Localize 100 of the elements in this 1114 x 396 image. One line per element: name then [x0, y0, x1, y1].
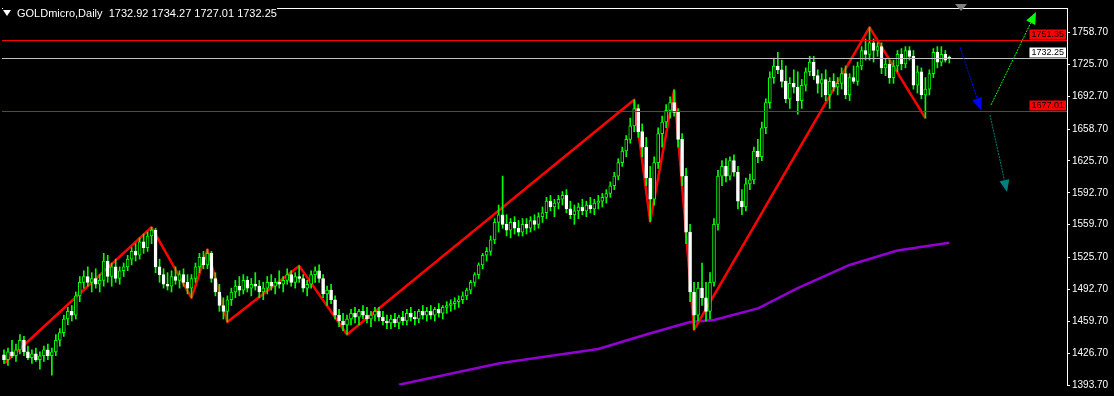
candlestick [672, 89, 676, 117]
candlestick [460, 291, 465, 304]
candlestick [113, 258, 118, 283]
ref-line-label: 1751.35 [1031, 28, 1065, 39]
candlestick [819, 73, 824, 98]
y-tick-label: 1725.70 [1072, 58, 1109, 70]
candlestick [428, 305, 433, 320]
candlestick [373, 307, 377, 322]
candlestick [22, 336, 26, 357]
candlestick [289, 270, 294, 287]
candlestick [436, 303, 441, 318]
candlestick [357, 309, 361, 326]
candlestick [405, 309, 409, 326]
candlestick [716, 169, 720, 231]
y-tick-label: 1492.70 [1072, 283, 1109, 295]
candlestick [684, 168, 688, 245]
candlestick [676, 108, 680, 148]
candlestick [704, 281, 708, 322]
candlestick [93, 268, 98, 289]
candlestick [668, 96, 672, 119]
candlestick [688, 224, 692, 302]
candlestick [109, 262, 114, 287]
y-tick-label: 1426.70 [1072, 346, 1109, 358]
candlestick [265, 276, 270, 295]
y-tick-label: 1459.70 [1072, 315, 1109, 326]
candlestick [756, 139, 760, 163]
candlestick [752, 146, 756, 185]
candlestick [337, 309, 341, 328]
candlestick [692, 281, 696, 330]
candlestick [393, 312, 397, 328]
candlestick [369, 310, 373, 328]
candlestick [377, 307, 381, 322]
candlestick [325, 285, 329, 306]
candlestick [420, 305, 425, 320]
candlestick [664, 104, 668, 129]
candlestick [38, 351, 42, 370]
candlestick [353, 307, 357, 324]
candlestick [18, 334, 22, 355]
candlestick [744, 177, 748, 212]
candlestick [301, 274, 305, 293]
y-tick-label: 1393.70 [1072, 378, 1109, 390]
candlestick [456, 295, 461, 308]
y-tick-label: 1592.70 [1072, 186, 1109, 198]
candlestick [811, 55, 816, 80]
candlestick [285, 268, 290, 285]
candlestick [34, 347, 38, 362]
candlestick [448, 299, 453, 312]
candlestick [732, 154, 736, 177]
y-tick-label: 1625.70 [1072, 154, 1109, 166]
candlestick [600, 193, 605, 208]
candlestick [10, 339, 14, 358]
candlestick [823, 69, 828, 102]
candlestick [728, 156, 732, 181]
candlestick [85, 266, 90, 287]
candlestick [432, 307, 437, 322]
candlestick [760, 121, 764, 161]
candlestick [389, 314, 393, 330]
candlestick [309, 270, 313, 289]
candlestick [297, 265, 301, 283]
candlestick [740, 189, 744, 216]
candlestick [317, 264, 321, 283]
candlestick [329, 283, 333, 304]
chart-title: GOLDmicro,Daily 1732.92 1734.27 1727.01 1732.25 [17, 7, 277, 19]
candlestick [401, 310, 405, 326]
y-tick-label: 1758.70 [1072, 26, 1109, 38]
candlestick [50, 347, 54, 376]
candlestick [409, 307, 413, 322]
y-tick-label: 1658.70 [1072, 122, 1109, 134]
candlestick [2, 349, 6, 364]
candlestick [46, 343, 50, 360]
candlestick [313, 266, 317, 283]
candlestick [89, 272, 94, 293]
candlestick [349, 309, 353, 326]
candlestick [26, 345, 30, 360]
candlestick [245, 276, 250, 293]
candlestick [440, 305, 445, 320]
candlestick [241, 274, 246, 295]
candlestick [341, 312, 345, 331]
candlestick [947, 55, 952, 64]
y-tick-label: 1525.70 [1072, 251, 1109, 263]
y-tick-label: 1559.70 [1072, 218, 1109, 230]
candlestick [305, 280, 309, 297]
candlestick [724, 158, 728, 183]
candlestick [712, 218, 716, 287]
candlestick [42, 345, 46, 362]
candlestick [269, 274, 274, 291]
candlestick [736, 166, 740, 210]
candlestick [257, 280, 262, 299]
candlestick [54, 334, 58, 357]
candlestick [397, 314, 401, 330]
candlestick [14, 343, 18, 362]
candlestick [105, 254, 110, 283]
candlestick [321, 274, 325, 299]
candlestick [656, 127, 660, 169]
candlestick [680, 133, 684, 187]
candlestick [417, 309, 421, 324]
candlestick [708, 272, 712, 320]
candlestick [787, 77, 792, 109]
candlestick [652, 156, 656, 206]
candlestick [6, 347, 10, 366]
